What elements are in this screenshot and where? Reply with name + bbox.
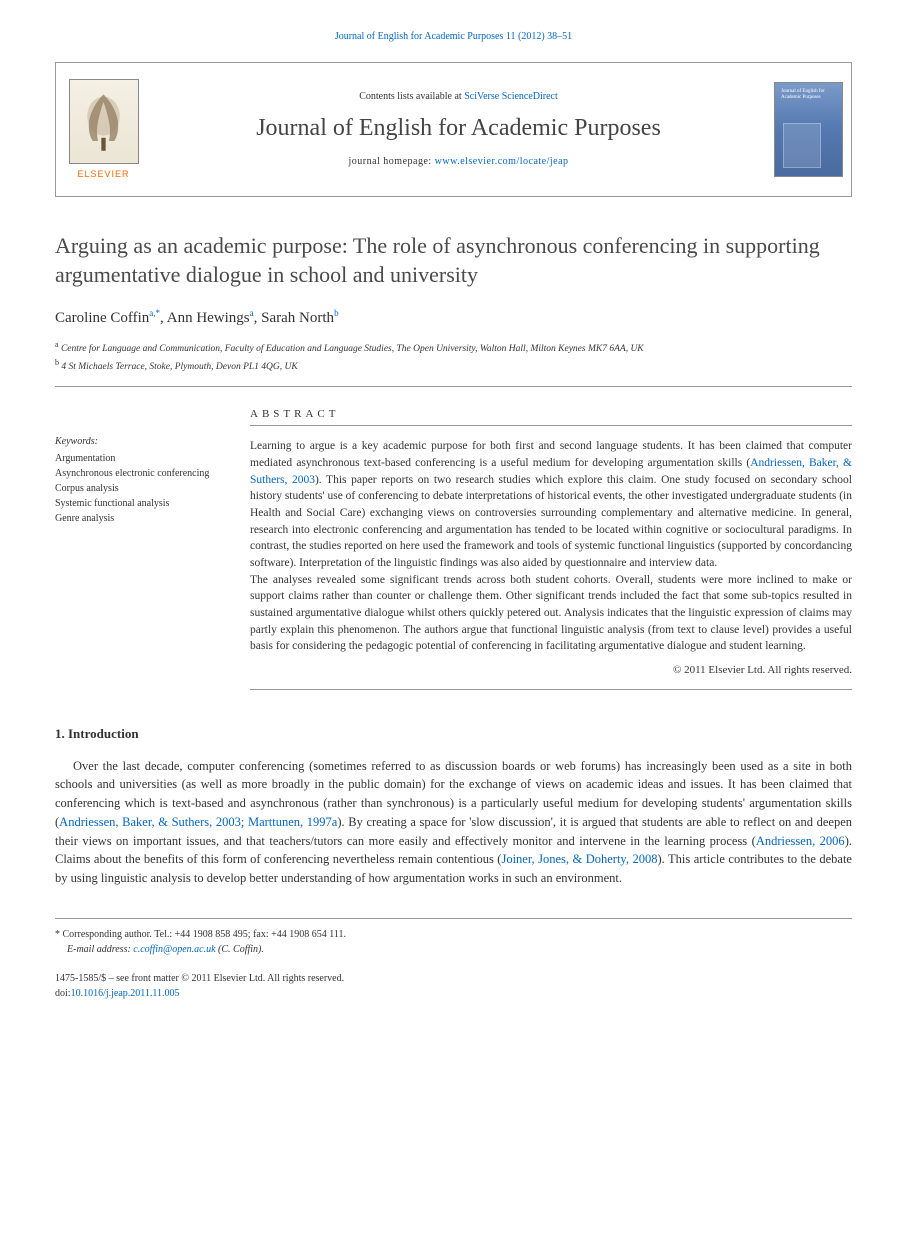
email-suffix: (C. Coffin).	[216, 944, 264, 955]
section-1-body: Over the last decade, computer conferenc…	[55, 757, 852, 888]
section-1-p1: Over the last decade, computer conferenc…	[55, 757, 852, 888]
keyword-item: Genre analysis	[55, 511, 225, 526]
contents-prefix: Contents lists available at	[359, 91, 464, 102]
homepage-line: journal homepage: www.elsevier.com/locat…	[348, 155, 568, 169]
keywords-list: Argumentation Asynchronous electronic co…	[55, 451, 225, 526]
homepage-url-link[interactable]: www.elsevier.com/locate/jeap	[435, 156, 569, 167]
page-footer: * Corresponding author. Tel.: +44 1908 8…	[55, 918, 852, 1001]
abstract-copyright: © 2011 Elsevier Ltd. All rights reserved…	[250, 663, 852, 689]
elsevier-brand-text: ELSEVIER	[77, 168, 129, 181]
cover-title-text: Journal of English for Academic Purposes	[781, 89, 836, 101]
author-sep: ,	[160, 310, 167, 326]
citation-link[interactable]: Andriessen, 2006	[756, 834, 845, 848]
keyword-item: Corpus analysis	[55, 481, 225, 496]
contents-available-line: Contents lists available at SciVerse Sci…	[359, 90, 558, 104]
abstract-p2: The analyses revealed some significant t…	[250, 574, 852, 653]
journal-header-box: ELSEVIER Contents lists available at Sci…	[55, 62, 852, 197]
journal-citation-header: Journal of English for Academic Purposes…	[55, 30, 852, 44]
elsevier-logo-block: ELSEVIER	[56, 63, 151, 196]
abstract-keywords-row: Keywords: Argumentation Asynchronous ele…	[55, 407, 852, 690]
sciencedirect-link[interactable]: SciVerse ScienceDirect	[464, 91, 558, 102]
abstract-text: Learning to argue is a key academic purp…	[250, 438, 852, 655]
header-center: Contents lists available at SciVerse Sci…	[151, 63, 766, 196]
keyword-item: Systemic functional analysis	[55, 496, 225, 511]
author-2-name: Ann Hewings	[167, 310, 250, 326]
article-title: Arguing as an academic purpose: The role…	[55, 232, 852, 289]
email-link[interactable]: c.coffin@open.ac.uk	[133, 944, 215, 955]
journal-cover-thumbnail: Journal of English for Academic Purposes	[774, 82, 843, 177]
journal-name: Journal of English for Academic Purposes	[256, 112, 661, 146]
doi-prefix: doi:	[55, 988, 71, 999]
email-label: E-mail address:	[67, 944, 133, 955]
keywords-heading: Keywords:	[55, 435, 225, 449]
homepage-prefix: journal homepage:	[348, 156, 434, 167]
affiliations-block: a Centre for Language and Communication,…	[55, 339, 852, 387]
email-line: E-mail address: c.coffin@open.ac.uk (C. …	[67, 942, 852, 957]
abstract-column: ABSTRACT Learning to argue is a key acad…	[250, 407, 852, 690]
keywords-column: Keywords: Argumentation Asynchronous ele…	[55, 407, 225, 690]
front-matter-line: 1475-1585/$ – see front matter © 2011 El…	[55, 971, 852, 986]
authors-line: Caroline Coffina,*, Ann Hewingsa, Sarah …	[55, 307, 852, 329]
doi-link[interactable]: 10.1016/j.jeap.2011.11.005	[71, 988, 180, 999]
affiliation-b-text: 4 St Michaels Terrace, Stoke, Plymouth, …	[61, 362, 297, 372]
corresponding-author-line: * Corresponding author. Tel.: +44 1908 8…	[55, 927, 852, 942]
journal-cover-block: Journal of English for Academic Purposes	[766, 63, 851, 196]
author-3-name: Sarah North	[261, 310, 334, 326]
citation-link[interactable]: Joiner, Jones, & Doherty, 2008	[501, 852, 657, 866]
affiliation-a-text: Centre for Language and Communication, F…	[61, 344, 644, 354]
affiliation-b: b 4 St Michaels Terrace, Stoke, Plymouth…	[55, 357, 852, 374]
elsevier-tree-icon	[69, 79, 139, 164]
author-3-affil-sup: b	[334, 308, 339, 318]
affiliation-a: a Centre for Language and Communication,…	[55, 339, 852, 356]
keyword-item: Asynchronous electronic conferencing	[55, 466, 225, 481]
doi-line: doi:10.1016/j.jeap.2011.11.005	[55, 986, 852, 1001]
citation-link[interactable]: Andriessen, Baker, & Suthers, 2003; Mart…	[59, 815, 337, 829]
cover-inner-graphic	[783, 123, 821, 168]
keyword-item: Argumentation	[55, 451, 225, 466]
abstract-heading: ABSTRACT	[250, 407, 852, 426]
author-1-name: Caroline Coffin	[55, 310, 149, 326]
section-1-heading: 1. Introduction	[55, 725, 852, 743]
copyright-footer: 1475-1585/$ – see front matter © 2011 El…	[55, 971, 852, 1001]
abstract-p1-b: ). This paper reports on two research st…	[250, 474, 852, 569]
